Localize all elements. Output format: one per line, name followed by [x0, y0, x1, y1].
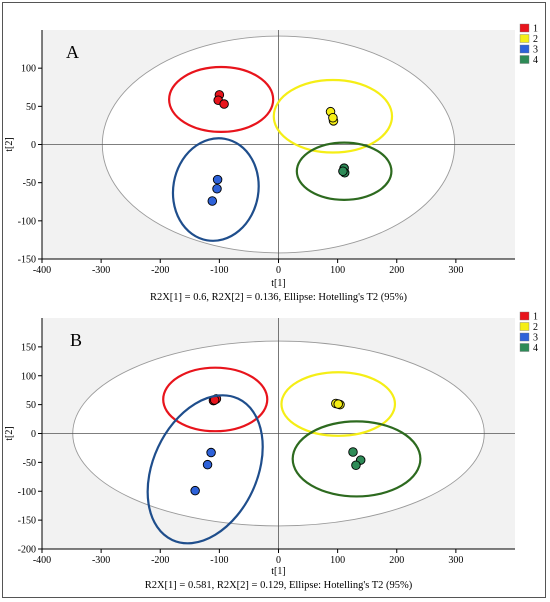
panel-B: -400 -300 -200 -100 0 100 200 300 -200 -150 -100 -5…	[4, 312, 538, 592]
legend-label: 1	[533, 312, 538, 323]
x-tick-label: 100	[330, 265, 345, 276]
series-2	[280, 371, 397, 437]
x-tick-label: -200	[151, 265, 169, 276]
y-tick-label: 0	[31, 140, 36, 151]
y-tick-label: 100	[21, 371, 36, 382]
legend-label: 1	[533, 24, 538, 35]
data-point	[206, 447, 216, 458]
y-tick-label: -100	[18, 487, 36, 498]
y-tick-label: -150	[18, 516, 36, 527]
data-point	[338, 166, 348, 176]
group-ellipse-2	[280, 371, 397, 437]
series-3	[146, 394, 264, 545]
group-ellipse-3	[171, 137, 260, 242]
x-tick-label: -400	[33, 555, 51, 566]
series-4	[295, 141, 393, 201]
data-point	[348, 447, 358, 457]
x-tick-label: -200	[151, 555, 169, 566]
series-1	[168, 65, 275, 134]
x-tick-label: 300	[448, 555, 463, 566]
y-axis-label: t[2]	[4, 137, 15, 151]
legend-swatch	[519, 55, 530, 64]
chart-footer: R2X[1] = 0.581, R2X[2] = 0.129, Ellipse:…	[145, 580, 413, 591]
x-tick-label: 100	[330, 555, 345, 566]
data-point	[328, 113, 338, 123]
y-axis-label: t[2]	[4, 426, 15, 440]
data-point	[212, 184, 222, 194]
legend-swatch	[519, 332, 530, 342]
legend-swatch	[519, 23, 530, 33]
x-tick-label: -100	[210, 555, 228, 566]
legend-swatch	[519, 34, 530, 43]
legend-swatch	[519, 44, 530, 54]
legend-label: 4	[533, 55, 538, 66]
y-tick-label: 50	[26, 400, 36, 411]
x-axis-label: t[1]	[271, 566, 285, 577]
data-point	[202, 459, 213, 470]
x-tick-label: 0	[276, 555, 281, 566]
group-ellipse-4	[291, 420, 422, 498]
x-axis-label: t[1]	[271, 278, 285, 289]
y-tick-label: -50	[23, 458, 36, 469]
x-tick-label: 200	[389, 265, 404, 276]
legend-label: 2	[533, 34, 538, 45]
group-ellipse-1	[168, 65, 275, 134]
data-point	[207, 196, 218, 206]
series-3	[171, 137, 260, 242]
x-tick-label: 0	[276, 265, 281, 276]
legend-swatch	[519, 343, 530, 352]
group-ellipse-1	[162, 366, 269, 433]
panel-letter: B	[70, 330, 82, 350]
x-tick-label: -400	[33, 265, 51, 276]
x-tick-label: -300	[92, 265, 110, 276]
group-ellipse-2	[272, 78, 394, 154]
figure-frame	[2, 2, 546, 598]
x-tick-label: -300	[92, 555, 110, 566]
y-tick-label: 0	[31, 429, 36, 440]
x-tick-label: 300	[448, 265, 463, 276]
y-tick-label: 100	[21, 64, 36, 75]
legend-label: 4	[533, 343, 538, 354]
data-point	[219, 99, 229, 109]
x-tick-label: 200	[389, 555, 404, 566]
x-tick-label: -100	[210, 265, 228, 276]
group-ellipse-3	[146, 394, 264, 545]
y-tick-label: 50	[26, 102, 36, 113]
y-tick-label: -150	[18, 255, 36, 266]
series-4	[291, 420, 422, 498]
legend-label: 3	[533, 45, 538, 56]
chart-footer: R2X[1] = 0.6, R2X[2] = 0.136, Ellipse: H…	[150, 292, 408, 303]
data-point	[351, 460, 361, 471]
data-point	[212, 174, 223, 185]
y-tick-label: -50	[23, 178, 36, 189]
panel-A: -400 -300 -200 -100 0 100 200 300 -150 -100 -50 0 50…	[4, 24, 538, 304]
legend-swatch	[519, 311, 530, 321]
panel-letter: A	[66, 42, 79, 62]
data-point	[333, 399, 343, 409]
y-tick-label: -100	[18, 216, 36, 227]
legend-swatch	[519, 322, 530, 331]
y-tick-label: 150	[21, 342, 36, 353]
legend-label: 2	[533, 322, 538, 333]
legend-label: 3	[533, 333, 538, 344]
series-2	[272, 78, 394, 154]
group-ellipse-4	[295, 141, 393, 201]
y-tick-label: -200	[18, 545, 36, 556]
data-point	[190, 485, 200, 496]
series-1	[162, 366, 269, 433]
